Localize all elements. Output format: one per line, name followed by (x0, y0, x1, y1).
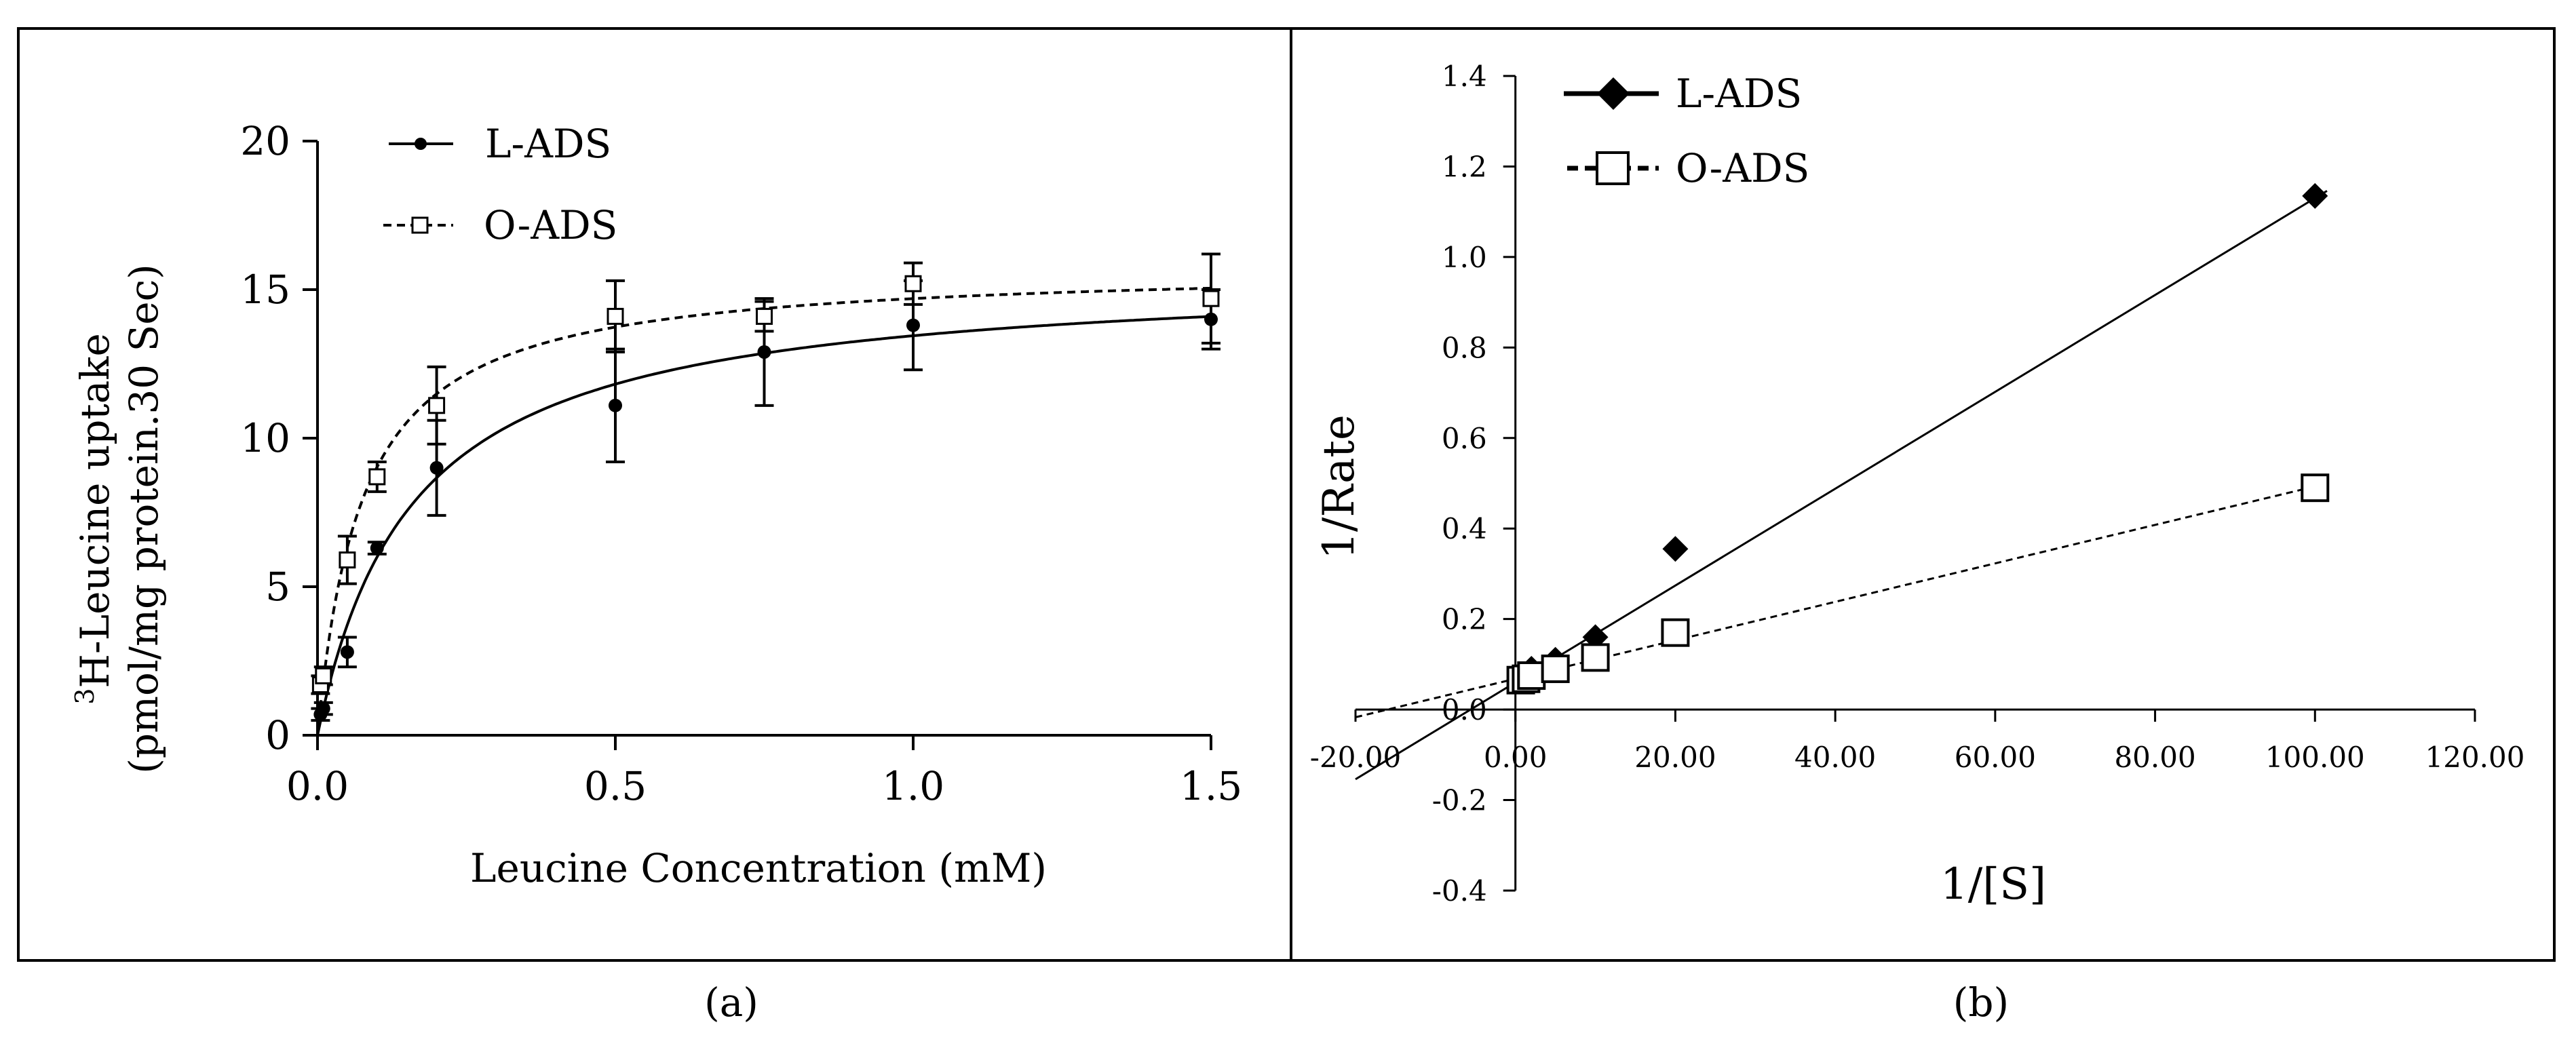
panel-a-ylabel-line1: H-Leucine uptake (72, 333, 118, 688)
panel-a-x-tick-labels: 0.0 0.5 1.0 1.5 (286, 763, 1242, 809)
panel-b-x-tick-label: 60.00 (1955, 741, 2036, 774)
panel-b-x-tick-label: 100.00 (2265, 741, 2365, 774)
panel-b-legend: L-ADS O-ADS (1564, 71, 1809, 191)
panel-b-point-o-ads (1517, 661, 1546, 690)
panel-b-point-l-ads (2302, 182, 2328, 209)
panel-a-fit-o-ads (316, 286, 1212, 736)
panel-a-point-o-ads (315, 667, 332, 684)
panel-a-ylabel-line2: (pmol/mg protein.30 Sec) (121, 264, 167, 773)
panel-a-y-tick-label: 10 (240, 415, 290, 461)
panel-a: 0.0 0.5 1.0 1.5 0 5 10 15 20 Leucine Concentrat… (70, 118, 1242, 1026)
panel-b-x-tick-label: 80.00 (2114, 741, 2195, 774)
svg-text:3H-Leucine uptake: 3H-Leucine uptake (70, 333, 118, 705)
panel-a-point-l-ads (340, 645, 354, 659)
panel-b-x-tick-label: -20.00 (1310, 741, 1401, 774)
panel-a-point-o-ads (339, 551, 356, 569)
panel-a-frame (17, 27, 1292, 962)
panel-b-point-o-ads (1581, 643, 1610, 672)
legend-b-o-ads-label: O-ADS (1676, 145, 1809, 191)
panel-b-y-tick-label: 1.0 (1442, 241, 1487, 274)
panel-a-point-l-ads (609, 398, 622, 412)
panel-b-y-tick-label: 0.8 (1442, 331, 1487, 364)
panel-b-y-tick-label: 1.2 (1442, 150, 1487, 183)
legend-b-l-ads-label: L-ADS (1676, 71, 1802, 117)
legend-a-o-ads-label: O-ADS (484, 202, 617, 248)
panel-a-y-tick-label: 5 (265, 564, 290, 610)
legend-a-l-ads-marker (415, 138, 427, 150)
panel-b-point-o-ads (2301, 473, 2330, 503)
panel-b-frame (1290, 27, 2556, 962)
panel-a-axes (303, 140, 1212, 750)
panel-b-ylabel: 1/Rate (1314, 414, 1364, 560)
panel-b-y-tick-label: 0.4 (1442, 512, 1487, 545)
panel-a-point-l-ads (370, 541, 384, 556)
panel-a-point-l-ads (1204, 312, 1218, 326)
panel-b-x-tick-label: 20.00 (1634, 741, 1716, 774)
panel-a-point-o-ads (607, 307, 624, 325)
panel-b-y-tick-label: -0.2 (1432, 784, 1487, 817)
panel-a-y-tick-labels: 0 5 10 15 20 (240, 118, 290, 758)
legend-b-l-ads-marker (1597, 77, 1630, 110)
panel-a-point-o-ads (368, 468, 386, 486)
panel-b-point-l-ads (1662, 536, 1689, 562)
panel-a-point-o-ads (904, 275, 922, 292)
panel-b-point-o-ads (1541, 655, 1570, 684)
panel-b-y-tick-label: 0.0 (1442, 693, 1487, 726)
legend-a-l-ads-label: L-ADS (485, 121, 611, 167)
panel-a-point-o-ads (1202, 290, 1220, 307)
panel-a-point-l-ads (906, 318, 920, 332)
panel-a-y-tick-label: 20 (240, 118, 290, 164)
panel-a-y-tick-label: 0 (265, 712, 290, 758)
panel-a-point-o-ads (428, 397, 446, 414)
panel-a-x-tick-label: 1.5 (1180, 763, 1242, 809)
panel-b-y-tick-label: 0.6 (1442, 422, 1487, 455)
panel-a-x-tick-label: 0.0 (286, 763, 349, 809)
panel-a-xlabel: Leucine Concentration (mM) (470, 845, 1047, 891)
panel-b-points (1506, 182, 2330, 695)
panel-b: -20.00 0.00 20.00 40.00 60.00 80.00 100.00 120.… (1310, 60, 2525, 1026)
panel-a-point-o-ads (756, 307, 773, 325)
panel-a-point-l-ads (316, 701, 330, 716)
panel-b-y-tick-label: 0.2 (1442, 603, 1487, 636)
panel-b-fit-l-ads (1355, 190, 2328, 781)
panel-b-axes (1354, 75, 2476, 892)
panel-a-points (311, 275, 1220, 722)
panel-a-x-tick-label: 0.5 (584, 763, 647, 809)
panel-b-x-tick-label: 0.00 (1484, 741, 1547, 774)
panel-b-fit-o-ads (1355, 485, 2315, 718)
panel-a-ylabel: 3H-Leucine uptake (pmol/mg protein.30 Se… (70, 264, 167, 773)
panel-b-y-tick-labels: -0.4 -0.2 0.0 0.2 0.4 0.6 0.8 1.0 1.2 1.4 (1432, 60, 1487, 908)
panel-b-x-tick-label: 120.00 (2425, 741, 2525, 774)
panel-a-point-l-ads (429, 461, 444, 475)
panel-b-x-tick-label: 40.00 (1794, 741, 1876, 774)
panel-b-fit-lines (1355, 190, 2328, 781)
panel-b-y-tick-label: -0.4 (1432, 874, 1487, 908)
legend-b-o-ads-marker (1596, 151, 1630, 185)
panel-b-xlabel: 1/[S] (1940, 859, 2046, 910)
legend-a-o-ads-marker (411, 216, 429, 234)
panel-b-caption: (b) (1953, 979, 2009, 1026)
panel-b-y-tick-label: 1.4 (1442, 60, 1487, 93)
panel-b-point-o-ads (1661, 618, 1690, 647)
panel-a-x-tick-label: 1.0 (882, 763, 944, 809)
panel-a-ylabel-superscript: 3 (70, 688, 100, 705)
panel-a-y-tick-label: 15 (240, 267, 290, 313)
panel-a-point-l-ads (757, 345, 771, 359)
panel-a-legend: L-ADS O-ADS (383, 121, 617, 248)
panel-b-x-tick-labels: -20.00 0.00 20.00 40.00 60.00 80.00 100.00 120.… (1310, 741, 2525, 774)
panel-a-caption: (a) (704, 979, 758, 1026)
